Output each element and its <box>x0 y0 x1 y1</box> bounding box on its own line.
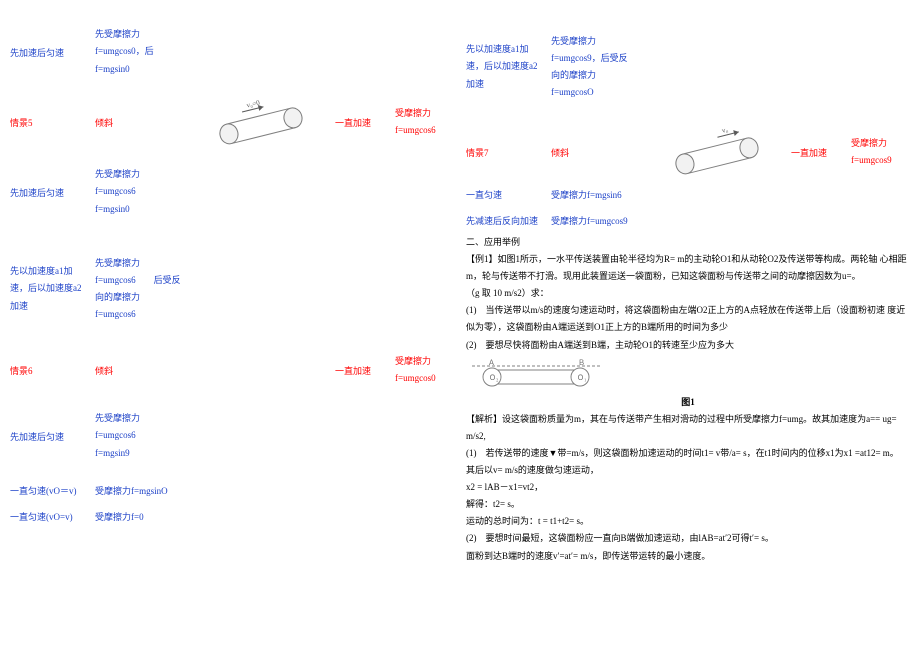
force-line: 先受摩擦力 <box>95 26 185 43</box>
paragraph: (2) 要想时间最短，这袋面粉应一直向B端做加速运动，由lAB=at′2可得t′… <box>466 530 910 547</box>
scene-cell: 情景6 <box>10 364 95 377</box>
motion-cell: 一直加速 <box>335 116 395 129</box>
scene-line: 速，后以加速度a2 <box>10 280 95 297</box>
force-line: f=mgsin0 <box>95 201 185 218</box>
scene-cell: 先减速后反向加速 <box>466 214 551 227</box>
scene-cell: 先加速后匀速 <box>10 186 95 199</box>
inclined-belt-diagram: v₀ <box>641 124 791 180</box>
left-row-7: 一直匀速(vO＝v) 受摩擦力f=mgsinO <box>10 478 454 502</box>
force-cell: 受摩擦力f=mgsin6 <box>551 188 731 201</box>
paragraph: (1) 若传送带的速度▼带=m/s，则这袋面粉加速运动的时间t1= v带/a= … <box>466 445 910 462</box>
svg-text:v₀: v₀ <box>721 125 729 134</box>
force-line: 受摩擦力 <box>395 353 475 370</box>
left-row-8: 一直匀速(vO=v) 受摩擦力f=0 <box>10 504 454 528</box>
right-row-4: 先减速后反向加速 受摩擦力f=umgcos9 <box>466 208 910 232</box>
left-row-5: 情景6 倾斜 一直加速 受摩擦力 f=umgcos0 <box>10 346 454 394</box>
left-row-4: 先以加速度a1加 速，后以加速度a2 加速 先受摩擦力 f=umgcos6 后受… <box>10 234 454 344</box>
force-line: f=umgcosO <box>551 84 641 101</box>
paragraph: (2) 要想尽快将面粉由A端送到B端，主动轮O1的转速至少应为多大 <box>466 337 910 354</box>
paragraph: 运动的总时间为：t = t1+t2= s。 <box>466 513 910 530</box>
left-row-2: 情景5 倾斜 v₀=0 一直加速 受摩擦力 <box>10 94 454 150</box>
svg-text:Ａ: Ａ <box>488 359 495 367</box>
force-cell: 受摩擦力 f=umgcos6 <box>395 105 475 139</box>
scene-cell: 先加速后匀速 <box>10 430 95 443</box>
scene-cell: 先加速后匀速 <box>10 46 95 59</box>
paragraph: 【解析】设这袋面粉质量为m，其在与传送带产生相对滑动的过程中所受摩擦力f=umg… <box>466 411 910 445</box>
motion-cell: 一直加速 <box>335 364 395 377</box>
force-cell: 受摩擦力f=0 <box>95 510 275 523</box>
scene-line: 加速 <box>466 76 551 93</box>
force-line: 先受摩擦力 <box>95 410 185 427</box>
scene-line: 加速 <box>10 298 95 315</box>
scene-cell: 情景5 <box>10 116 95 129</box>
right-row-1: 先以加速度a1加 速，后以加速度a2 加速 先受摩擦力 f=umgcos9，后受… <box>466 12 910 122</box>
force-line: 先受摩擦力 <box>95 166 185 183</box>
left-row-6: 先加速后匀速 先受摩擦力 f=umgcos6 f=mgsin9 <box>10 396 454 476</box>
force-line: f=mgsin9 <box>95 445 185 462</box>
scene-cell: 先以加速度a1加 速，后以加速度a2 加速 <box>10 263 95 314</box>
scene-line: 速，后以加速度a2 <box>466 58 551 75</box>
force-line: f=umgcos6 <box>95 183 185 200</box>
force-line: f=umgcos6 <box>95 427 185 444</box>
force-cell: 先受摩擦力 f=umgcos9，后受反 向的摩擦力 f=umgcosO <box>551 33 641 101</box>
force-cell: 受摩擦力f=mgsinO <box>95 484 275 497</box>
figure-1: Ｏ₂ Ｏ₁ Ａ Ｂ <box>466 354 910 394</box>
motion-cell: 一直加速 <box>791 146 851 159</box>
scene-line: 先以加速度a1加 <box>10 263 95 280</box>
belt-cell: 倾斜 <box>95 364 185 377</box>
scene-cell: 一直匀速(vO＝v) <box>10 484 95 497</box>
left-row-1: 先加速后匀速 先受摩擦力 f=umgcos0，后 f=mgsin0 <box>10 12 454 92</box>
scene-cell: 先以加速度a1加 速，后以加速度a2 加速 <box>466 41 551 92</box>
paragraph: x2 = lAB－x1=vt2， <box>466 479 910 496</box>
scene-cell: 一直匀速(vO=v) <box>10 510 95 523</box>
force-line: 先受摩擦力 <box>551 33 641 50</box>
force-line: f=umgcos9 <box>851 152 920 169</box>
paragraph: 面粉到达B端时的速度v′=at′= m/s，即传送带运转的最小速度。 <box>466 548 910 565</box>
scene-cell: 一直匀速 <box>466 188 551 201</box>
force-cell: 受摩擦力 f=umgcos9 <box>851 135 920 169</box>
force-line: f=mgsin0 <box>95 61 185 78</box>
inclined-belt-diagram: v₀=0 <box>185 94 335 150</box>
paragraph: 解得：t2= s。 <box>466 496 910 513</box>
belt-cell: 倾斜 <box>95 116 185 129</box>
right-row-2: 情景7 倾斜 v₀ 一直加速 受摩擦力 f <box>466 124 910 180</box>
paragraph: 其后以v= m/s的速度做匀速运动， <box>466 462 910 479</box>
force-line: f=umgcos6 <box>95 306 185 323</box>
scene-cell: 情景7 <box>466 146 551 159</box>
left-column: 先加速后匀速 先受摩擦力 f=umgcos0，后 f=mgsin0 情景5 倾斜 <box>10 10 454 565</box>
svg-text:Ｏ₂: Ｏ₂ <box>489 374 499 382</box>
force-line: f=umgcos9，后受反 <box>551 50 641 67</box>
right-column: 先以加速度a1加 速，后以加速度a2 加速 先受摩擦力 f=umgcos9，后受… <box>466 10 910 565</box>
paragraph: 【例1】如图1所示，一水平传送装置由轮半径均为R= m的主动轮O1和从动轮O2及… <box>466 251 910 285</box>
force-line: 向的摩擦力 <box>95 289 185 306</box>
force-line: f=umgcos6 <box>395 122 475 139</box>
force-line: 向的摩擦力 <box>551 67 641 84</box>
force-line: 先受摩擦力 <box>95 255 185 272</box>
force-line: f=umgcos0，后 <box>95 43 185 60</box>
right-row-3: 一直匀速 受摩擦力f=mgsin6 <box>466 182 910 206</box>
force-line: f=umgcos6 后受反 <box>95 272 185 289</box>
svg-text:Ｂ: Ｂ <box>578 359 585 367</box>
left-row-3: 先加速后匀速 先受摩擦力 f=umgcos6 f=mgsin0 <box>10 152 454 232</box>
force-cell: 先受摩擦力 f=umgcos6 f=mgsin0 <box>95 166 185 217</box>
force-cell: 先受摩擦力 f=umgcos6 后受反 向的摩擦力 f=umgcos6 <box>95 255 185 323</box>
force-line: 受摩擦力 <box>851 135 920 152</box>
example-body: 二、应用举例 【例1】如图1所示，一水平传送装置由轮半径均为R= m的主动轮O1… <box>466 234 910 565</box>
paragraph: （g 取 10 m/s2）求： <box>466 285 910 302</box>
force-line: f=umgcos0 <box>395 370 475 387</box>
heading: 二、应用举例 <box>466 234 910 251</box>
scene-line: 先以加速度a1加 <box>466 41 551 58</box>
force-cell: 先受摩擦力 f=umgcos0，后 f=mgsin0 <box>95 26 185 77</box>
svg-text:Ｏ₁: Ｏ₁ <box>577 374 586 382</box>
paragraph: (1) 当传送带以m/s的速度匀速运动时，将这袋面粉由左端O2正上方的A点轻放在… <box>466 302 910 336</box>
force-cell: 受摩擦力f=umgcos9 <box>551 214 731 227</box>
force-cell: 先受摩擦力 f=umgcos6 f=mgsin9 <box>95 410 185 461</box>
belt-cell: 倾斜 <box>551 146 641 159</box>
force-line: 受摩擦力 <box>395 105 475 122</box>
force-cell: 受摩擦力 f=umgcos0 <box>395 353 475 387</box>
figure-caption: 图1 <box>466 394 910 411</box>
